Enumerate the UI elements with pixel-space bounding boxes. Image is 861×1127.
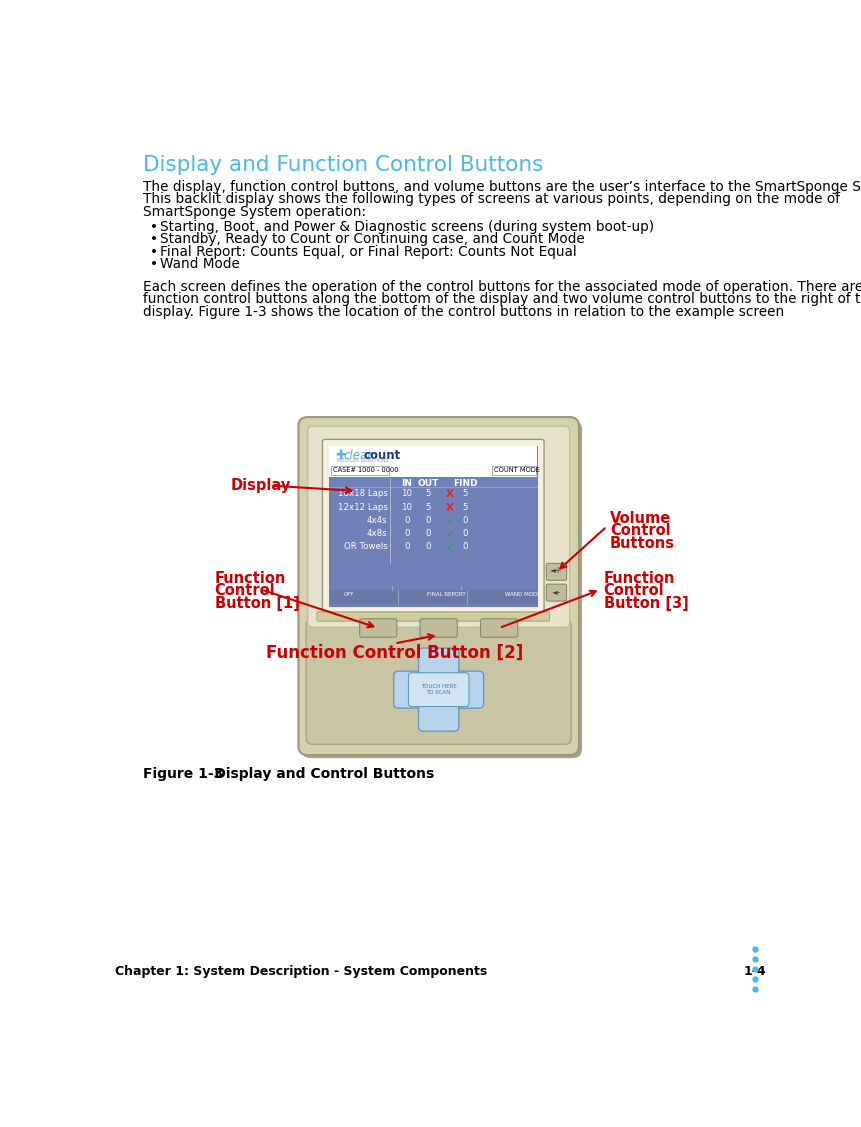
Text: ✓: ✓ [444,542,454,552]
Text: TOUCH HERE
TO SCAN: TOUCH HERE TO SCAN [420,684,456,695]
FancyBboxPatch shape [307,426,569,628]
FancyBboxPatch shape [298,417,579,755]
Text: 12x12 Laps: 12x12 Laps [338,503,387,512]
Bar [329,464,536,477]
Text: •: • [150,245,158,258]
Text: 10: 10 [401,489,412,498]
Text: IN: IN [401,479,412,488]
FancyBboxPatch shape [418,648,458,731]
Text: MEDICAL SOLUTIONS: MEDICAL SOLUTIONS [337,458,388,463]
Text: SmartSponge System operation:: SmartSponge System operation: [143,204,366,219]
FancyBboxPatch shape [359,619,396,637]
Text: function control buttons along the bottom of the display and two volume control : function control buttons along the botto… [143,292,861,307]
Text: 0: 0 [461,516,468,525]
Text: 5: 5 [425,489,430,498]
Text: Chapter 1: System Description - System Components: Chapter 1: System Description - System C… [115,966,487,978]
Text: •: • [150,257,158,270]
Text: 5: 5 [425,503,430,512]
Text: 0: 0 [461,542,468,551]
Text: ✓: ✓ [444,529,454,539]
Text: Display: Display [230,478,290,494]
Text: This backlit display shows the following types of screens at various points, dep: This backlit display shows the following… [143,193,839,206]
Text: 4x8s: 4x8s [367,529,387,538]
Text: X: X [445,489,453,499]
Text: Function: Function [603,571,674,586]
FancyBboxPatch shape [419,619,456,637]
Text: Final Report: Counts Equal, or Final Report: Counts Not Equal: Final Report: Counts Equal, or Final Rep… [160,245,577,258]
FancyBboxPatch shape [322,440,543,613]
Text: count: count [363,450,400,462]
Text: FIND: FIND [452,479,477,488]
Text: Control: Control [214,584,275,598]
Text: Control: Control [603,584,664,598]
Text: 18x18 Laps: 18x18 Laps [338,489,387,498]
Text: 0: 0 [425,516,430,525]
Text: Button [1]: Button [1] [214,596,300,611]
Bar [329,446,536,464]
Text: ◄+: ◄+ [549,567,562,576]
Text: ✓: ✓ [444,516,454,525]
Text: ◄–: ◄– [551,587,561,596]
Text: Display and Control Buttons: Display and Control Buttons [189,767,434,781]
Bar [329,591,536,604]
Text: The display, function control buttons, and volume buttons are the user’s interfa: The display, function control buttons, a… [143,180,861,194]
Text: Figure 1-3: Figure 1-3 [143,767,223,781]
FancyBboxPatch shape [301,420,581,758]
Text: 0: 0 [425,529,430,538]
Text: 10: 10 [401,503,412,512]
Text: display. Figure 1-3 shows the location of the control buttons in relation to the: display. Figure 1-3 shows the location o… [143,304,784,319]
FancyBboxPatch shape [491,465,536,476]
Text: Buttons: Buttons [610,535,674,551]
Text: Display and Function Control Buttons: Display and Function Control Buttons [143,156,543,176]
Text: 1-4: 1-4 [742,966,765,978]
Text: 4x4s: 4x4s [367,516,387,525]
FancyBboxPatch shape [546,564,566,580]
Text: Function Control Button [2]: Function Control Button [2] [265,644,523,662]
Text: Starting, Boot, and Power & Diagnostic screens (during system boot-up): Starting, Boot, and Power & Diagnostic s… [160,220,653,234]
Text: Wand Mode: Wand Mode [160,257,240,270]
Text: Control: Control [610,523,670,539]
Text: •: • [150,220,158,234]
Text: 0: 0 [404,529,409,538]
FancyBboxPatch shape [331,465,389,476]
Text: CASE# 1000 - 0000: CASE# 1000 - 0000 [333,467,399,473]
Text: OFF: OFF [343,592,353,597]
Text: X: X [445,503,453,513]
Text: Button [3]: Button [3] [603,596,688,611]
Text: 0: 0 [404,542,409,551]
Text: Function: Function [214,571,286,586]
Text: Standby, Ready to Count or Continuing case, and Count Mode: Standby, Ready to Count or Continuing ca… [160,232,585,247]
Text: 5: 5 [461,503,468,512]
Text: ✚: ✚ [335,450,346,462]
Bar [329,446,536,605]
Text: OUT: OUT [418,479,439,488]
FancyBboxPatch shape [546,584,566,601]
Text: FINAL REPORT: FINAL REPORT [426,592,465,597]
Text: 5: 5 [461,489,468,498]
Text: Volume: Volume [610,511,671,526]
Text: 0: 0 [404,516,409,525]
Text: clear: clear [343,450,372,462]
Text: Each screen defines the operation of the control buttons for the associated mode: Each screen defines the operation of the… [143,279,861,294]
Text: 0: 0 [425,542,430,551]
FancyBboxPatch shape [393,672,483,708]
FancyBboxPatch shape [480,619,517,637]
Text: WAND MODE: WAND MODE [504,592,540,597]
Text: 0: 0 [461,529,468,538]
Text: COUNT MODE: COUNT MODE [493,467,539,473]
FancyBboxPatch shape [306,620,571,744]
FancyBboxPatch shape [408,673,468,707]
Text: •: • [150,232,158,247]
FancyBboxPatch shape [317,612,548,621]
Text: OR Towels: OR Towels [344,542,387,551]
